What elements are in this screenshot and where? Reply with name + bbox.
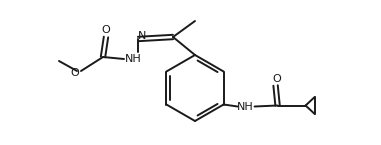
Text: O: O <box>102 25 110 35</box>
Text: N: N <box>138 31 146 41</box>
Text: NH: NH <box>237 102 254 112</box>
Text: O: O <box>272 74 281 84</box>
Text: O: O <box>70 68 79 78</box>
Text: NH: NH <box>125 54 141 64</box>
